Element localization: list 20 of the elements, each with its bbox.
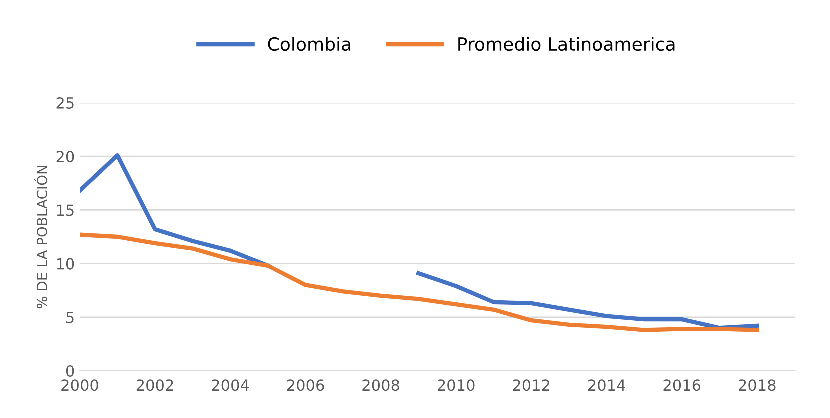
y-tick-label: 25 [56,97,74,110]
y-tick-label: 20 [56,151,74,163]
y-tick-label: 0 [66,365,74,378]
x-tick-label: 2012 [513,380,550,392]
y-axis-title: % DE LA POBLACIÓN [34,166,48,309]
x-tick-label: 2010 [438,380,475,392]
x-tick-label: 2008 [362,380,400,392]
legend-label: Promedio Latinoamerica [458,37,675,52]
line-series [80,232,760,332]
legend-label: Colombia [268,37,350,52]
x-tick-label: 2004 [212,380,250,392]
x-tick-label: 2002 [136,380,174,392]
x-tick-label: 2016 [664,380,701,392]
y-tick-label: 15 [57,204,74,216]
y-tick-label: 5 [66,312,74,324]
x-tick-label: 2014 [588,380,626,392]
x-tick-label: 2006 [287,380,324,392]
x-tick-label: 2000 [62,380,98,392]
x-tick-label: 2018 [739,380,776,392]
y-tick-label: 10 [57,258,74,270]
